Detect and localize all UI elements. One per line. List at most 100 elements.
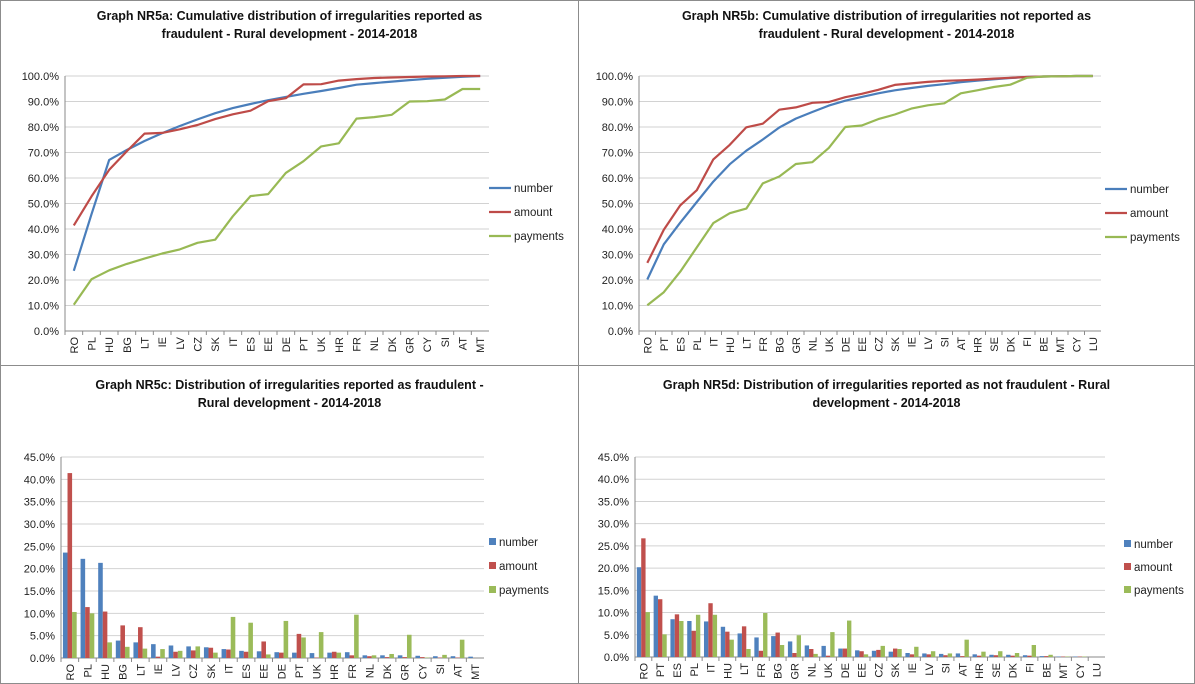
x-tick-label: HR	[974, 663, 986, 679]
x-tick-label: LT	[135, 664, 147, 676]
y-tick-label: 25.0%	[24, 541, 55, 553]
legend-label-payments: payments	[499, 585, 549, 597]
bar-amount	[296, 633, 302, 658]
y-tick-label: 20.0%	[598, 563, 629, 575]
bar-number	[821, 645, 826, 657]
x-tick-label: CZ	[873, 663, 885, 678]
bar-payments	[914, 646, 919, 657]
bar-payments	[679, 621, 684, 657]
x-tick-label: CZ	[873, 337, 885, 352]
x-tick-label: UK	[824, 336, 836, 352]
bar-number	[433, 656, 438, 658]
x-tick-label: UK	[823, 662, 835, 678]
x-tick-label: PT	[299, 337, 311, 351]
y-tick-label: 70.0%	[28, 148, 59, 160]
bar-number	[737, 633, 742, 657]
bar-number	[720, 626, 726, 657]
x-tick-label: GR	[789, 663, 801, 680]
y-tick-label: 15.0%	[598, 585, 629, 597]
series-line-amount	[72, 74, 481, 226]
bar-number	[771, 636, 776, 657]
bar-payments	[830, 632, 835, 657]
bar-number	[450, 656, 456, 658]
bar-number	[938, 653, 944, 657]
x-tick-label: EE	[857, 663, 869, 678]
x-tick-label: IE	[157, 337, 169, 347]
x-tick-label: PT	[655, 663, 667, 677]
bar-amount	[674, 614, 680, 657]
bar-payments	[930, 651, 936, 657]
x-tick-label: EE	[857, 337, 869, 352]
y-tick-label: 10.0%	[602, 301, 633, 313]
y-tick-label: 25.0%	[598, 541, 629, 553]
x-tick-label: CZ	[188, 664, 200, 679]
bar-number	[787, 641, 793, 657]
x-tick-label: DK	[1008, 662, 1020, 678]
bar-amount	[658, 599, 663, 657]
bar-amount	[993, 655, 999, 657]
bar-number	[362, 655, 368, 658]
x-tick-label: FR	[756, 663, 768, 678]
bar-number	[989, 654, 994, 657]
bar-payments	[318, 632, 324, 658]
bar-number	[380, 655, 385, 658]
x-tick-label: PT	[659, 337, 671, 351]
x-tick-label: LT	[739, 663, 751, 675]
bar-amount	[909, 654, 915, 657]
x-tick-label: AT	[956, 337, 968, 351]
x-tick-label: SI	[440, 337, 452, 347]
x-tick-label: ES	[672, 663, 684, 678]
bar-payments	[213, 652, 218, 658]
y-tick-label: 40.0%	[24, 474, 55, 486]
bar-payments	[1014, 653, 1020, 657]
bar-payments	[265, 654, 271, 658]
x-tick-label: MT	[475, 337, 487, 353]
x-tick-label: SK	[890, 336, 902, 351]
bar-amount	[349, 655, 355, 658]
x-tick-label: SK	[206, 663, 218, 678]
bar-payments	[947, 653, 953, 657]
bar-payments	[354, 614, 359, 658]
y-tick-label: 20.0%	[28, 275, 59, 287]
bar-payments	[763, 613, 768, 657]
x-tick-label: PL	[692, 337, 704, 350]
bar-number	[274, 652, 280, 658]
bar-number	[98, 562, 103, 658]
x-tick-label: HU	[725, 337, 737, 353]
x-tick-label: LV	[923, 336, 935, 349]
chart-title: Graph NR5c: Distribution of irregulariti…	[95, 378, 484, 410]
bar-payments	[746, 649, 751, 657]
bar-number	[80, 558, 86, 658]
bar-amount	[691, 630, 696, 657]
y-tick-label: 0.0%	[608, 326, 633, 338]
bar-amount	[960, 656, 965, 657]
bar-payments	[230, 616, 236, 658]
bar-number	[955, 653, 961, 657]
bar-number	[653, 595, 658, 657]
x-tick-label: LV	[175, 336, 187, 349]
x-tick-label: DE	[840, 337, 852, 352]
y-tick-label: 5.0%	[30, 631, 55, 643]
bar-payments	[964, 639, 969, 657]
bar-amount	[943, 655, 948, 657]
x-tick-label: MT	[1058, 663, 1070, 679]
bar-payments	[301, 637, 306, 658]
bar-amount	[825, 655, 831, 657]
legend-label-amount: amount	[1130, 208, 1169, 220]
series-line-amount	[646, 74, 1093, 264]
bar-amount	[67, 473, 73, 658]
bar-payments	[712, 614, 718, 657]
bar-amount	[792, 653, 797, 657]
x-tick-label: FI	[1022, 337, 1034, 347]
x-tick-label: DE	[276, 664, 288, 679]
bar-amount	[208, 647, 214, 658]
bar-number	[636, 567, 642, 657]
bar-amount	[775, 632, 780, 657]
bar-amount	[809, 649, 814, 657]
bar-payments	[336, 652, 342, 658]
legend-swatch-number	[489, 538, 496, 545]
x-tick-label: LV	[171, 663, 183, 676]
chart-title: Graph NR5d: Distribution of irregulariti…	[662, 378, 1111, 410]
x-tick-label: IT	[708, 337, 720, 347]
bar-payments	[863, 654, 869, 657]
